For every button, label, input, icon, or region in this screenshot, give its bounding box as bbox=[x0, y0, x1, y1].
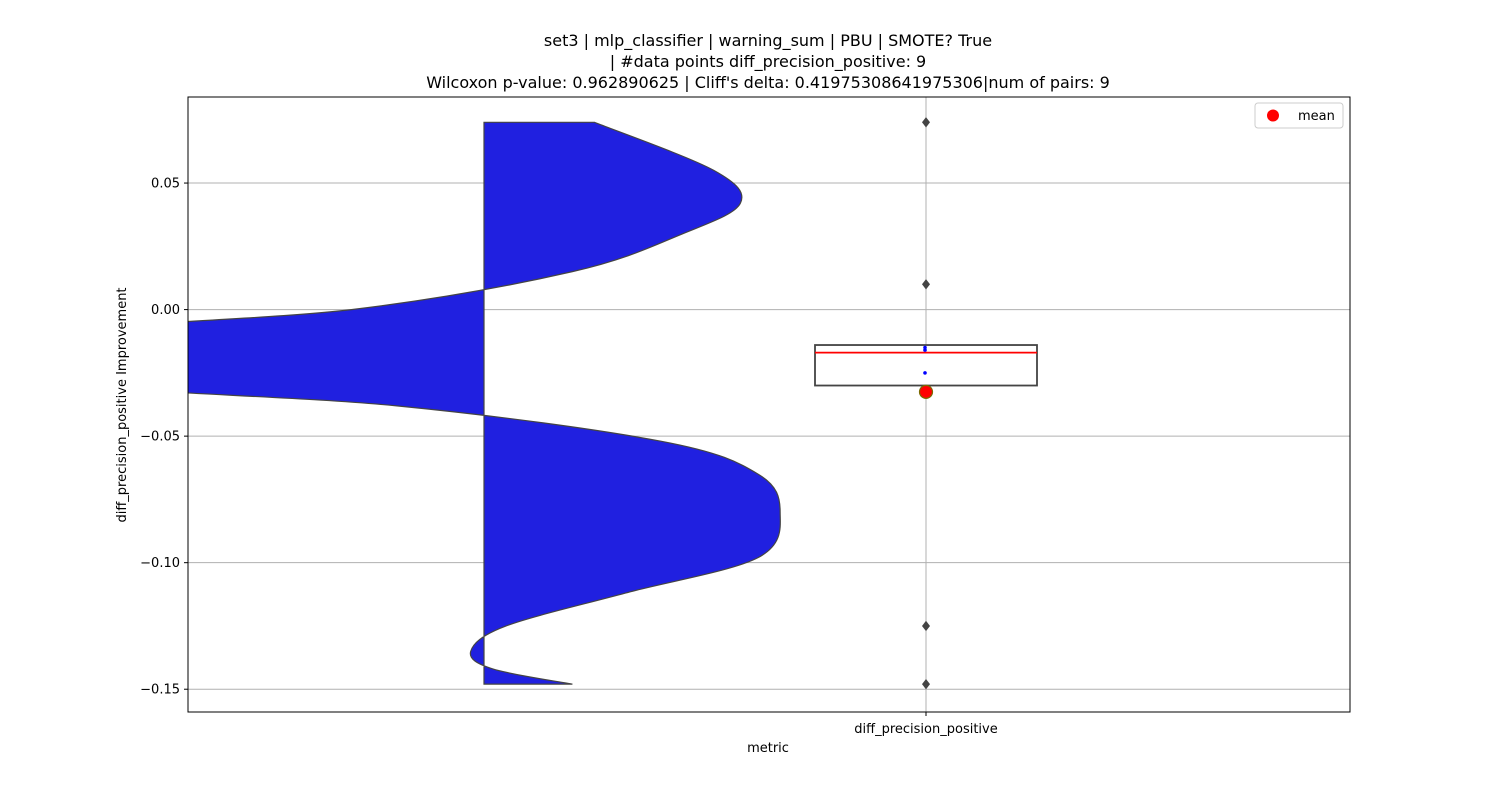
y-tick-label: 0.00 bbox=[151, 303, 180, 318]
data-point bbox=[923, 371, 927, 375]
y-tick-label: −0.10 bbox=[140, 556, 180, 571]
outlier-marker bbox=[922, 678, 930, 690]
y-tick-label: −0.05 bbox=[140, 430, 180, 445]
legend-frame bbox=[1254, 102, 1344, 129]
x-axis-label: metric bbox=[747, 741, 789, 756]
outlier-marker bbox=[922, 620, 930, 632]
y-tick-label: 0.05 bbox=[151, 177, 180, 192]
mean-marker bbox=[918, 384, 934, 399]
violin-layer bbox=[188, 121, 781, 685]
x-tick-label: diff_precision_positive bbox=[854, 722, 997, 737]
legend-mean-label: mean bbox=[1298, 109, 1335, 124]
chart-title-line-3: Wilcoxon p-value: 0.962890625 | Cliff's … bbox=[426, 73, 1110, 92]
chart-title-line-2: | #data points diff_precision_positive: … bbox=[610, 52, 926, 72]
chart-title-line-1: set3 | mlp_classifier | warning_sum | PB… bbox=[544, 31, 992, 51]
legend: mean bbox=[1254, 102, 1344, 129]
box-layer bbox=[814, 117, 1038, 690]
legend-mean-marker bbox=[1267, 109, 1279, 122]
outlier-marker bbox=[922, 117, 930, 128]
tick-layer: 0.05 0.00 −0.05 −0.10 −0.15 diff_precision_po… bbox=[140, 177, 998, 737]
data-point bbox=[923, 348, 927, 352]
outlier-marker bbox=[922, 279, 930, 290]
plot-area-frame bbox=[187, 96, 1351, 713]
data-point bbox=[923, 345, 927, 350]
y-axis-label: diff_precision_positive Improvement bbox=[115, 287, 130, 522]
y-tick-label: −0.15 bbox=[140, 683, 180, 698]
violin-body bbox=[188, 121, 781, 685]
